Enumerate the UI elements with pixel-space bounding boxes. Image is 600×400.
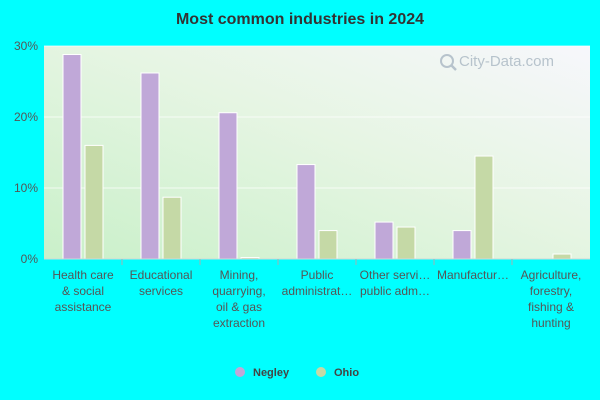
y-axis-ticks: 0% 10% 20% 30% (14, 39, 38, 266)
legend: Negley Ohio (235, 367, 359, 379)
chart-title: Most common industries in 2024 (176, 11, 424, 28)
y-tick-label: 20% (14, 110, 38, 124)
bar-ohio-1 (162, 196, 182, 260)
x-axis (44, 258, 590, 265)
bar-negley-5 (452, 230, 472, 260)
category-labels: Health care & social assistance Educational… (52, 268, 581, 330)
bar-negley-0 (62, 54, 82, 260)
y-tick-label: 0% (21, 252, 39, 266)
bars (62, 54, 572, 260)
grid-lines (44, 45, 590, 189)
bar-negley-3 (296, 164, 316, 260)
magnifier-icon (440, 54, 457, 71)
x-tick-label: Mining, quarrying, oil & gas extraction (212, 268, 265, 330)
bar-negley-1 (140, 72, 160, 260)
legend-label-ohio: Ohio (334, 367, 359, 379)
y-tick-label: 10% (14, 181, 38, 195)
bar-negley-4 (374, 221, 394, 260)
bar-ohio-5 (474, 155, 494, 260)
legend-swatch-ohio (316, 367, 326, 377)
x-tick-label: Agriculture, forestry, fishing & hunting (521, 268, 582, 330)
x-tick-label: Manufactur… (437, 268, 509, 282)
x-tick-label: Other servi… public adm… (360, 268, 431, 298)
x-tick-label: Public administrat… (282, 268, 353, 298)
plot-area (44, 46, 590, 259)
y-tick-label: 30% (14, 39, 38, 53)
bar-ohio-6 (552, 253, 572, 260)
watermark: City-Data.com (440, 53, 554, 71)
legend-label-negley: Negley (253, 367, 290, 379)
bar-ohio-4 (396, 226, 416, 260)
x-tick-label: Educational services (130, 268, 193, 298)
watermark-text: City-Data.com (459, 53, 554, 70)
legend-swatch-negley (235, 367, 245, 377)
bar-ohio-3 (318, 230, 338, 260)
x-tick-label: Health care & social assistance (52, 268, 114, 314)
bar-negley-2 (218, 112, 238, 260)
bar-ohio-0 (84, 144, 104, 260)
